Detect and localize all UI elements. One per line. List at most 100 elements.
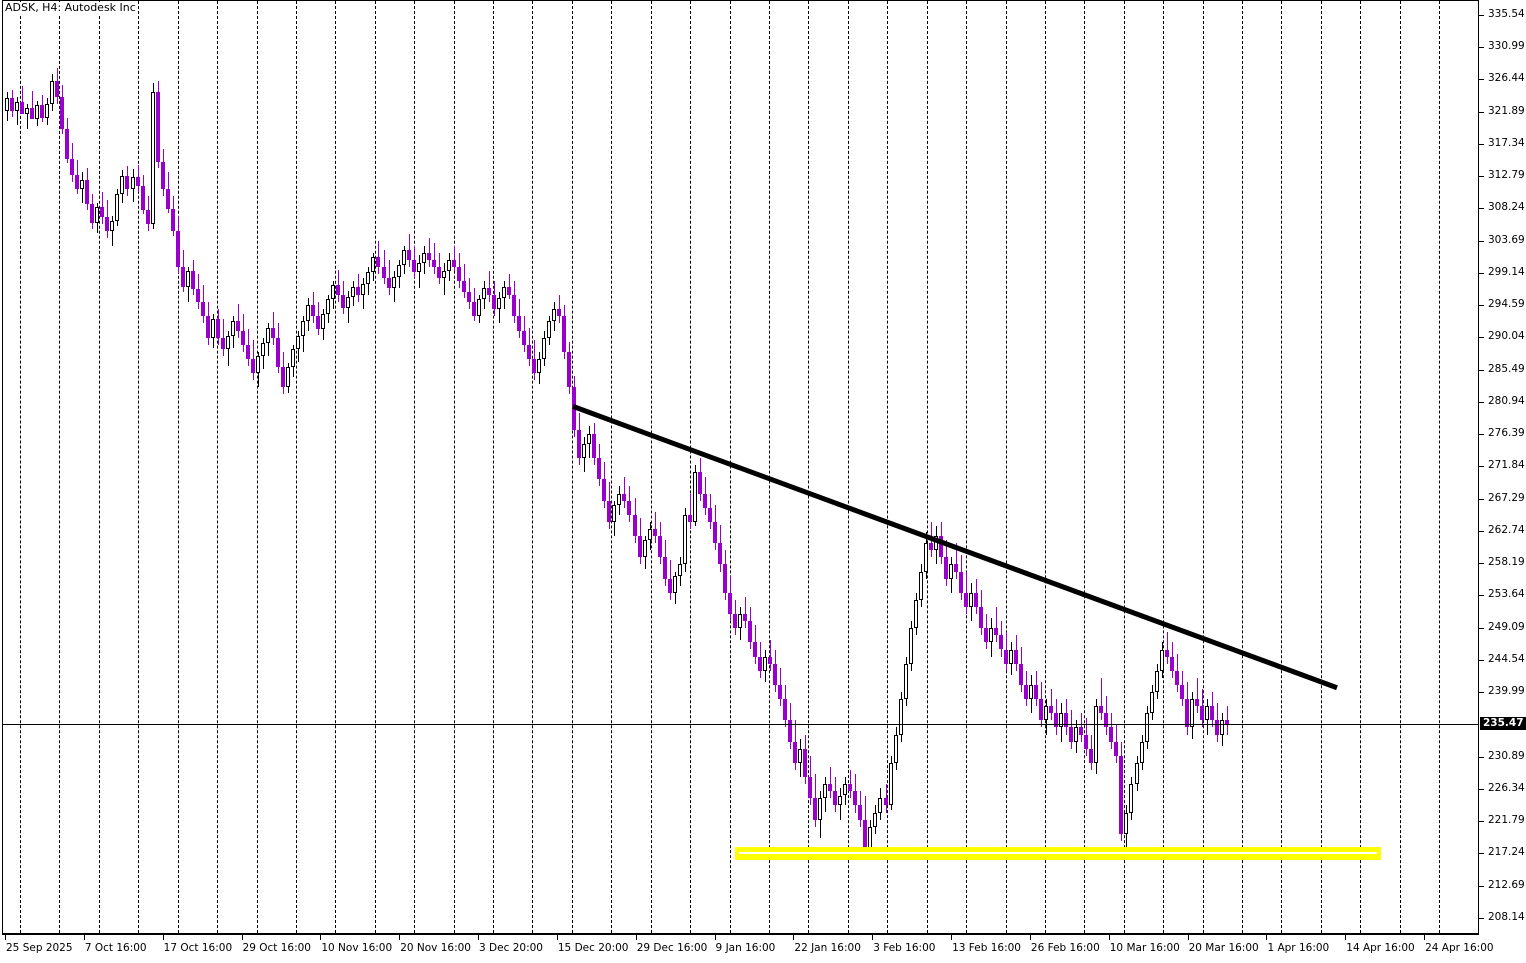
time-axis[interactable]: 25 Sep 2025 7 Oct 16:00 17 Oct 16:00 29 Oct… xyxy=(0,934,1526,963)
candle-body-bullish xyxy=(1059,713,1064,728)
candle-body-bearish xyxy=(316,316,321,330)
price-tick-label: 262.74 xyxy=(1488,523,1525,536)
candle-wick xyxy=(624,476,626,508)
candle-body-bullish xyxy=(692,472,697,522)
candle-body-bullish xyxy=(80,180,85,189)
time-tick xyxy=(793,934,795,940)
candle-body-bearish xyxy=(1109,727,1114,742)
price-axis[interactable]: 335.54 330.99 326.44 321.89 317.34 312.79 308.… xyxy=(1479,0,1526,934)
price-tick xyxy=(1479,917,1484,919)
time-tick xyxy=(872,934,874,940)
price-tick xyxy=(1479,563,1484,565)
candle-body-bearish xyxy=(205,316,210,338)
candle-body-bearish xyxy=(758,656,762,671)
price-tick xyxy=(1479,337,1484,339)
candle-body-bullish xyxy=(823,784,828,799)
candle-body-bearish xyxy=(973,592,978,607)
candle-body-bearish xyxy=(486,288,491,296)
chart-plot-area[interactable] xyxy=(3,1,1478,933)
candle-body-bearish xyxy=(532,358,537,374)
vertical-gridline xyxy=(1281,1,1283,933)
price-tick xyxy=(1479,756,1484,758)
candle-body-bearish xyxy=(105,217,110,232)
candle-body-bullish xyxy=(1139,741,1144,763)
candle-body-bullish xyxy=(672,575,677,593)
price-tick xyxy=(1479,176,1484,178)
candle-body-bearish xyxy=(200,302,205,317)
candle-body-bearish xyxy=(848,784,853,792)
candle-body-bullish xyxy=(818,798,823,820)
candle-body-bearish xyxy=(567,351,572,388)
candle-body-bullish xyxy=(903,663,908,700)
price-tick-label: 239.99 xyxy=(1488,685,1525,698)
candle-body-bearish xyxy=(145,210,150,225)
candle-body-bullish xyxy=(496,297,501,310)
candle-body-bearish xyxy=(657,536,662,558)
candle-body-bullish xyxy=(301,320,306,337)
candle-body-bearish xyxy=(281,367,286,388)
candle-body-bearish xyxy=(742,614,747,622)
candle-body-bearish xyxy=(451,259,456,267)
candle-body-bearish xyxy=(165,188,170,209)
candle-body-bullish xyxy=(421,252,426,263)
candle-body-bullish xyxy=(1149,692,1154,714)
descending-trendline[interactable] xyxy=(3,1,1478,933)
candle-body-bearish xyxy=(1169,656,1174,671)
candle-body-bearish xyxy=(1099,706,1104,714)
candle-body-bullish xyxy=(913,599,918,629)
time-tick-label: 3 Dec 20:00 xyxy=(479,942,543,954)
price-tick xyxy=(1479,272,1484,274)
candle-body-bullish xyxy=(918,571,923,600)
candle-body-bearish xyxy=(10,98,15,111)
candle-body-bearish xyxy=(1119,755,1124,834)
candle-body-bearish xyxy=(140,185,145,211)
candle-body-bearish xyxy=(190,271,195,290)
price-tick xyxy=(1479,885,1484,887)
time-tick-label: 26 Feb 16:00 xyxy=(1030,942,1100,954)
candle-body-bearish xyxy=(235,320,240,331)
candle-body-bullish xyxy=(587,434,592,444)
candle-body-bullish xyxy=(878,798,883,813)
candle-body-bullish xyxy=(130,177,135,189)
candle-body-bullish xyxy=(888,762,893,806)
candle-body-bearish xyxy=(40,105,45,118)
candle-body-bullish xyxy=(763,656,768,671)
candle-body-bullish xyxy=(1134,762,1139,785)
candle-wick xyxy=(17,96,19,126)
price-tick-label: 276.39 xyxy=(1488,427,1525,440)
candle-body-bullish xyxy=(361,283,366,296)
candle-body-bearish xyxy=(1179,684,1184,700)
time-tick-label: 10 Nov 16:00 xyxy=(321,942,393,954)
candle-body-bearish xyxy=(85,180,90,205)
chart-border-left xyxy=(2,0,3,934)
candle-body-bearish xyxy=(747,621,752,643)
price-tick-label: 335.54 xyxy=(1488,7,1525,20)
price-tick-label: 308.24 xyxy=(1488,201,1525,214)
candle-body-bearish xyxy=(215,319,220,338)
chart-border-top xyxy=(2,0,1479,1)
price-tick-label: 285.49 xyxy=(1488,362,1525,375)
candle-body-bearish xyxy=(90,204,95,223)
candle-body-bullish xyxy=(256,356,260,374)
time-tick xyxy=(635,934,637,940)
candle-wick xyxy=(744,597,746,629)
vertical-gridline xyxy=(1242,1,1244,933)
candle-body-bearish xyxy=(993,628,998,636)
candle-body-bearish xyxy=(778,684,783,700)
time-tick xyxy=(1108,934,1110,940)
price-tick-label: 303.69 xyxy=(1488,233,1525,246)
candle-body-bullish xyxy=(798,748,803,763)
candle-wick xyxy=(32,91,34,118)
candle-body-bullish xyxy=(838,795,843,806)
candle-body-bearish xyxy=(341,295,346,308)
candle-body-bearish xyxy=(853,791,858,806)
candle-body-bearish xyxy=(707,507,712,522)
time-tick-label: 22 Jan 16:00 xyxy=(794,942,861,954)
candle-body-bullish xyxy=(1129,784,1134,813)
candle-body-bearish xyxy=(1014,649,1019,664)
candle-body-bullish xyxy=(391,276,396,289)
current-price-marker: 235.47 xyxy=(1480,717,1526,731)
vertical-gridline xyxy=(493,1,495,933)
price-tick-label: 330.99 xyxy=(1488,40,1525,53)
candle-body-bullish xyxy=(261,343,266,357)
